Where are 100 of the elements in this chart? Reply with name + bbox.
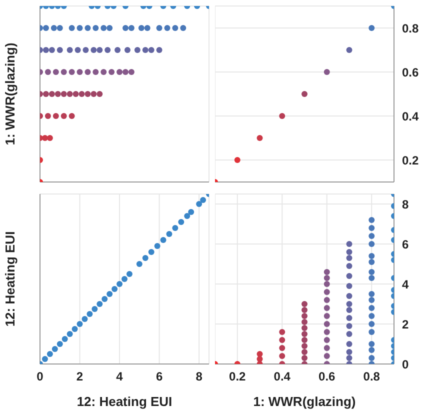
point: [324, 337, 330, 343]
point: [346, 349, 352, 355]
point: [116, 281, 123, 287]
x-tick-label: 8: [196, 370, 203, 384]
point: [368, 241, 375, 247]
point: [346, 47, 352, 53]
point: [346, 301, 352, 307]
point: [72, 326, 78, 332]
point: [302, 325, 308, 331]
point: [156, 47, 162, 53]
point: [180, 25, 186, 31]
point: [122, 25, 128, 31]
point: [136, 261, 142, 267]
point: [279, 353, 286, 359]
point: [92, 25, 99, 31]
point: [42, 91, 49, 97]
point: [368, 253, 375, 259]
point: [52, 346, 58, 352]
point: [302, 307, 308, 313]
point: [346, 273, 352, 279]
point: [68, 113, 75, 119]
point: [324, 345, 330, 351]
point: [368, 233, 375, 239]
point: [324, 289, 330, 295]
point: [188, 209, 194, 215]
x-tick-label: 2: [76, 370, 84, 384]
point: [52, 113, 59, 119]
point: [74, 47, 81, 53]
point: [52, 69, 59, 75]
point: [324, 281, 330, 287]
point: [279, 329, 286, 335]
point: [154, 243, 160, 249]
point: [66, 331, 73, 337]
point: [84, 69, 91, 75]
y-tick-label: 4: [402, 277, 409, 292]
y-axis-title: 1: WWR(glazing): [2, 42, 18, 146]
point: [302, 337, 308, 343]
point: [368, 321, 375, 327]
point: [60, 91, 67, 97]
point: [324, 69, 330, 75]
point: [90, 91, 97, 97]
point: [368, 329, 375, 335]
y-tick-label: 8: [402, 197, 409, 212]
point: [324, 313, 330, 319]
point: [346, 307, 352, 313]
point: [346, 263, 352, 269]
point: [122, 69, 128, 75]
point: [302, 301, 308, 307]
point: [156, 25, 162, 31]
point: [368, 217, 375, 223]
point: [68, 25, 75, 31]
point: [302, 91, 308, 97]
x-axis-title: 1: WWR(glazing): [253, 394, 356, 409]
x-tick-label: 6: [156, 370, 163, 384]
point: [302, 319, 308, 325]
point: [128, 25, 134, 31]
point: [56, 25, 63, 31]
x-tick-label: 0: [36, 370, 44, 384]
point: [142, 255, 148, 261]
point: [302, 313, 308, 319]
point: [160, 237, 166, 243]
point: [200, 197, 206, 203]
x-tick-label: 0.2: [229, 370, 246, 384]
point: [82, 47, 89, 53]
point: [346, 315, 352, 321]
point: [196, 201, 202, 207]
point: [346, 331, 352, 337]
point: [66, 91, 73, 97]
point: [96, 91, 103, 97]
point: [142, 47, 148, 53]
point: [56, 47, 63, 53]
point: [84, 25, 91, 31]
point: [108, 69, 115, 75]
point: [368, 25, 375, 31]
point: [346, 293, 352, 299]
point: [92, 306, 98, 312]
point: [368, 313, 375, 319]
point: [60, 113, 67, 119]
point: [76, 321, 83, 327]
x-tick-label: 0.6: [318, 370, 336, 384]
point: [172, 225, 178, 231]
point: [302, 331, 308, 337]
y-tick-label: 6: [402, 237, 409, 252]
point: [92, 69, 99, 75]
point: [184, 213, 190, 219]
point: [172, 25, 178, 31]
y-tick-label: 2: [402, 317, 409, 332]
y-tick-label: 0.4: [402, 109, 420, 124]
point: [279, 337, 286, 343]
point: [84, 91, 91, 97]
point: [368, 355, 375, 361]
point: [368, 259, 375, 265]
point: [82, 316, 88, 322]
point: [102, 296, 108, 302]
point: [42, 47, 49, 53]
point: [324, 329, 330, 335]
point: [324, 353, 330, 359]
point: [256, 351, 263, 357]
point: [50, 25, 57, 31]
point: [42, 356, 48, 362]
